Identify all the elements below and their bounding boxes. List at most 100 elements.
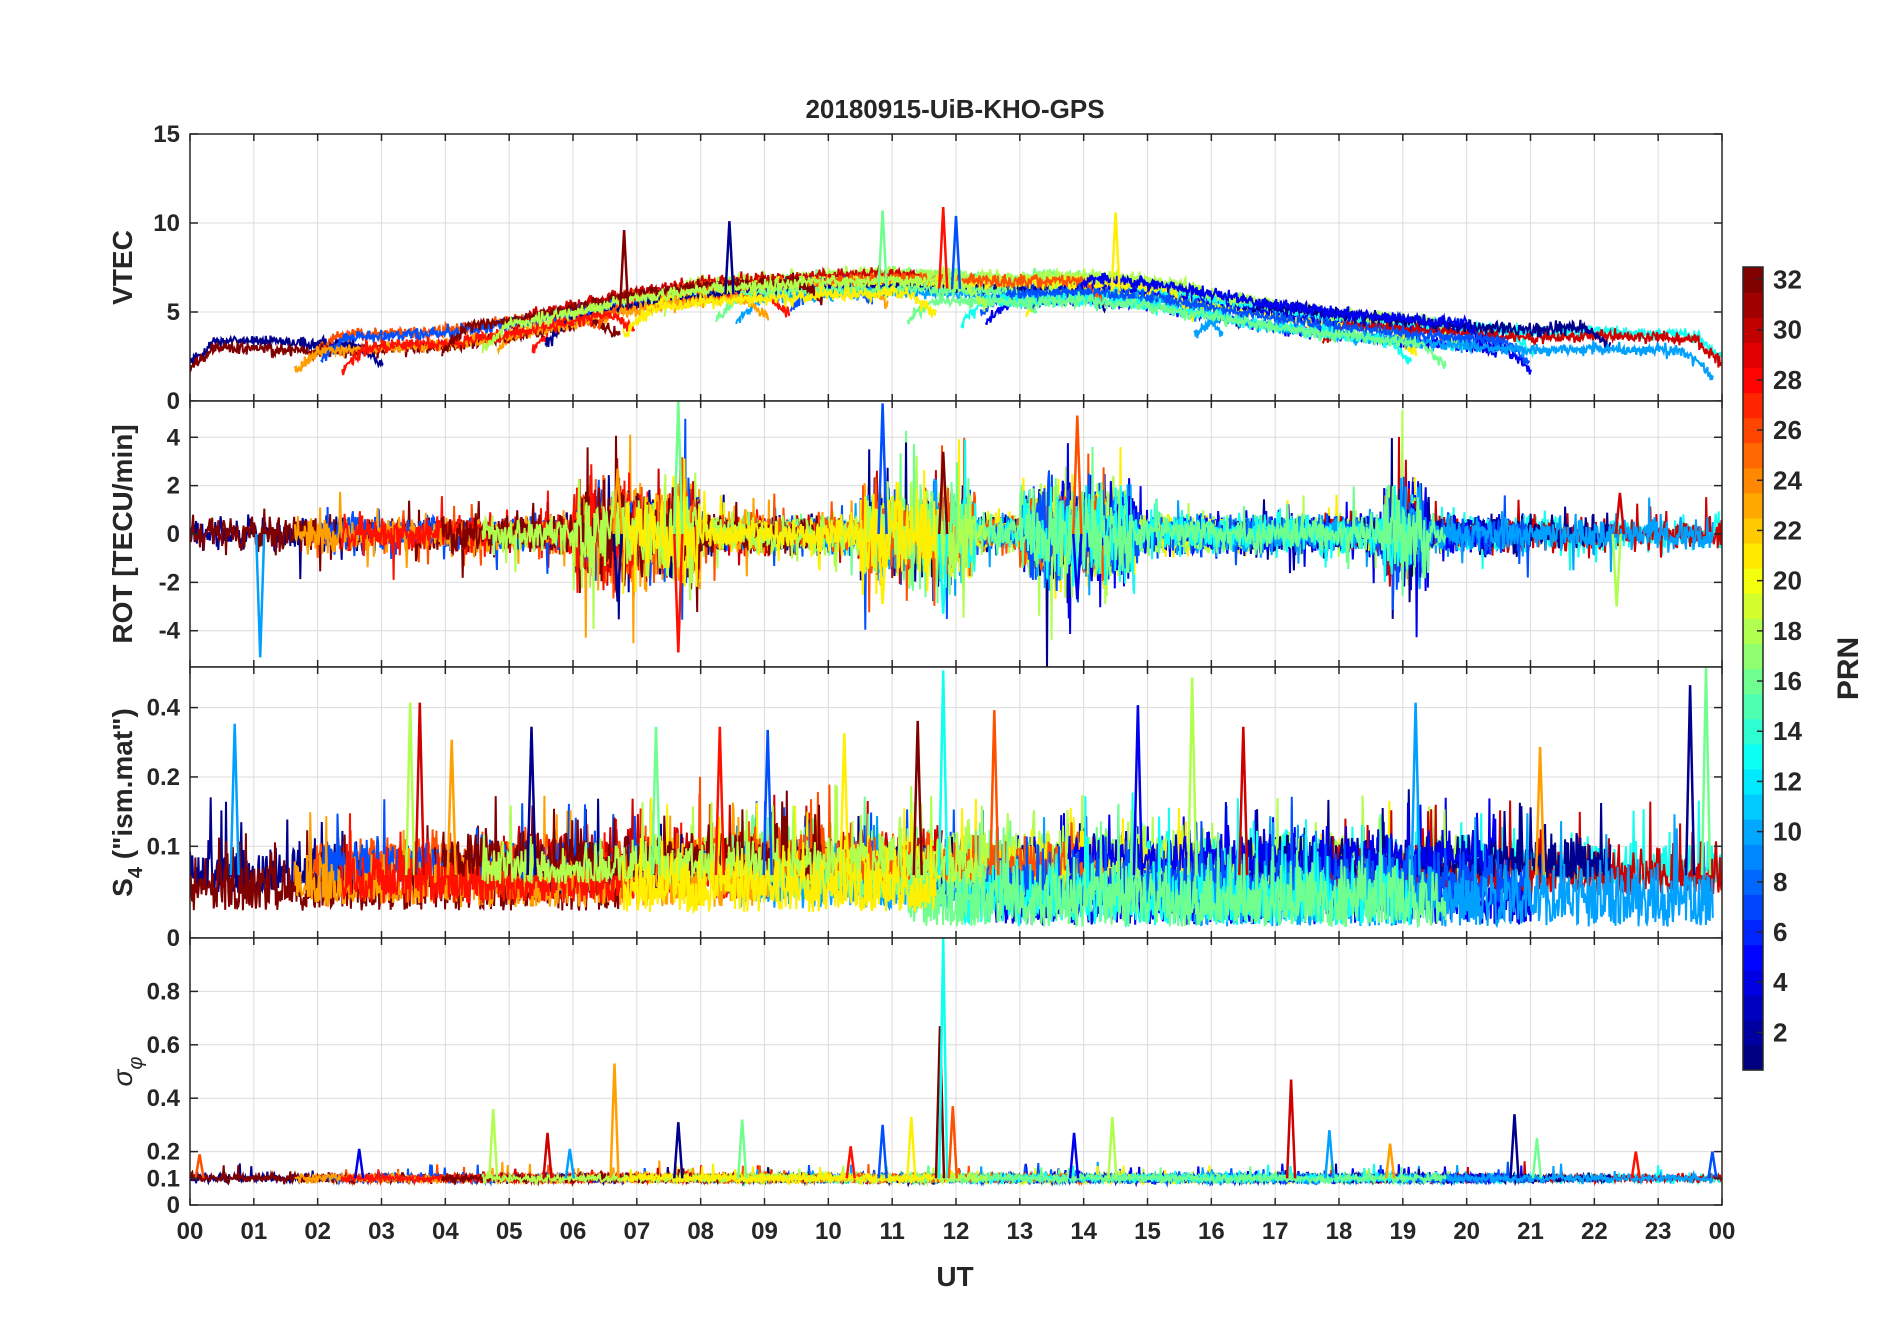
spike: [989, 710, 1000, 876]
spike: [542, 1132, 553, 1179]
spike: [1384, 1143, 1396, 1179]
spike: [877, 533, 888, 605]
panel-vtec: 0 5 10 15 VTEC: [107, 121, 1723, 415]
spike: [950, 215, 962, 289]
colorbar-tick-label: 2: [1773, 1017, 1787, 1047]
colorbar-segment: [1743, 668, 1763, 695]
y-tick-label: -2: [159, 569, 180, 596]
trace-prn-1: [190, 333, 384, 369]
spike: [1072, 533, 1083, 600]
colorbar-segment: [1743, 392, 1763, 419]
y-tick-label: 0: [167, 1192, 180, 1219]
colorbar-tick-label: 32: [1773, 265, 1802, 295]
trace-prn-16: [906, 803, 1447, 929]
x-tick-label: 00: [177, 1218, 204, 1245]
trace-prn-10: [1193, 477, 1714, 573]
chart-title: 20180915-UiB-KHO-GPS: [805, 94, 1104, 124]
x-tick-label: 08: [687, 1218, 714, 1245]
spike: [1068, 1132, 1080, 1179]
spike: [937, 533, 949, 614]
spike: [1614, 492, 1626, 535]
spike: [845, 1146, 856, 1179]
x-tick-label: 00: [1709, 1218, 1736, 1245]
spike: [724, 221, 735, 295]
y-axis-label: VTEC: [107, 230, 138, 305]
x-tick-label: 19: [1389, 1218, 1416, 1245]
trace-prn-18: [481, 801, 988, 886]
spike: [194, 1154, 205, 1179]
colorbar-segment: [1743, 718, 1763, 745]
colorbar-tick-label: 30: [1773, 315, 1802, 345]
panel-sigma_phi: 00.10.2 0.4 0.6 0.8 σφ: [107, 937, 1723, 1219]
spike: [1186, 677, 1198, 876]
y-tick-label: 0: [167, 925, 180, 952]
x-tick-label: 02: [304, 1218, 331, 1245]
colorbar-segment: [1743, 969, 1763, 996]
spike: [1238, 726, 1249, 876]
spike: [937, 206, 949, 289]
colorbar-segment: [1743, 417, 1763, 444]
colorbar-segment: [1743, 517, 1763, 544]
colorbar-segment: [1743, 1044, 1763, 1071]
spike: [947, 1106, 959, 1179]
y-tick-label: 15: [153, 121, 180, 148]
trace-prn-4: [1065, 272, 1491, 351]
colorbar-segment: [1743, 819, 1763, 845]
colorbar-tick-label: 24: [1773, 465, 1802, 495]
spike: [673, 1122, 684, 1179]
y-axis-label: S4 ("ism.mat"): [107, 708, 147, 897]
colorbar-segment: [1743, 543, 1763, 569]
y-tick-label: 0.4: [147, 1085, 181, 1112]
spike: [1534, 746, 1546, 876]
x-tick-label: 20: [1453, 1218, 1480, 1245]
colorbar-frame: [1742, 266, 1764, 1071]
y-tick-label: 0.8: [147, 978, 180, 1005]
x-axis-label: UT: [936, 1261, 973, 1292]
y-tick-label: 5: [167, 299, 180, 326]
colorbar-segment: [1743, 869, 1763, 895]
spike: [353, 1148, 365, 1179]
y-tick-label: 0: [167, 388, 180, 415]
trace-prn-28: [340, 813, 636, 904]
trace-prn-16: [906, 444, 1447, 598]
trace-prn-18: [481, 273, 988, 354]
colorbar-segment: [1743, 919, 1763, 946]
traces: [190, 938, 1722, 1188]
trace-prn-18: [481, 479, 988, 629]
spike: [736, 1119, 748, 1179]
x-tick-label: 23: [1645, 1218, 1672, 1245]
spike: [446, 739, 457, 876]
x-tick-label: 04: [432, 1218, 459, 1245]
colorbar-segment: [1743, 317, 1763, 343]
x-tick-label: 10: [815, 1218, 842, 1245]
x-tick-label: 21: [1517, 1218, 1544, 1245]
spike: [1410, 702, 1421, 876]
x-tick-label: 15: [1134, 1218, 1161, 1245]
colorbar-segment: [1743, 442, 1763, 469]
traces: [190, 401, 1722, 667]
spike: [1132, 705, 1144, 876]
colorbar-tick-label: 10: [1773, 817, 1802, 847]
x-tick-label: 11: [879, 1218, 904, 1245]
spike: [254, 533, 266, 658]
colorbar-tick-label: 26: [1773, 415, 1802, 445]
colorbar-tick-label: 28: [1773, 365, 1802, 395]
spike: [1072, 415, 1083, 535]
spike: [1107, 1116, 1118, 1179]
colorbar-segment: [1743, 844, 1763, 870]
spike: [1700, 667, 1712, 876]
spike: [937, 938, 949, 1179]
trace-prn-16: [906, 1166, 1447, 1187]
traces: [190, 206, 1722, 381]
trace-prn-20: [622, 285, 937, 339]
spike: [1611, 533, 1622, 607]
spike: [650, 726, 662, 876]
trace-prn-20: [622, 808, 937, 915]
y-axis-label: ROT [TECU/min]: [107, 424, 138, 643]
x-tick-label: 05: [496, 1218, 523, 1245]
spike: [612, 468, 623, 535]
x-tick-label: 22: [1581, 1218, 1608, 1245]
spike: [229, 723, 240, 876]
spike: [937, 451, 949, 535]
